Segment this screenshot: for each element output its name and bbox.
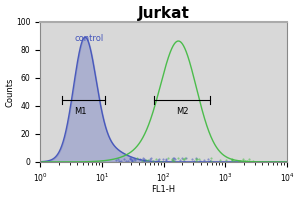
- Text: control: control: [74, 34, 103, 43]
- X-axis label: FL1-H: FL1-H: [152, 185, 176, 194]
- Y-axis label: Counts: Counts: [6, 77, 15, 107]
- Title: Jurkat: Jurkat: [138, 6, 190, 21]
- Text: M2: M2: [176, 107, 188, 116]
- Text: M1: M1: [74, 107, 86, 116]
